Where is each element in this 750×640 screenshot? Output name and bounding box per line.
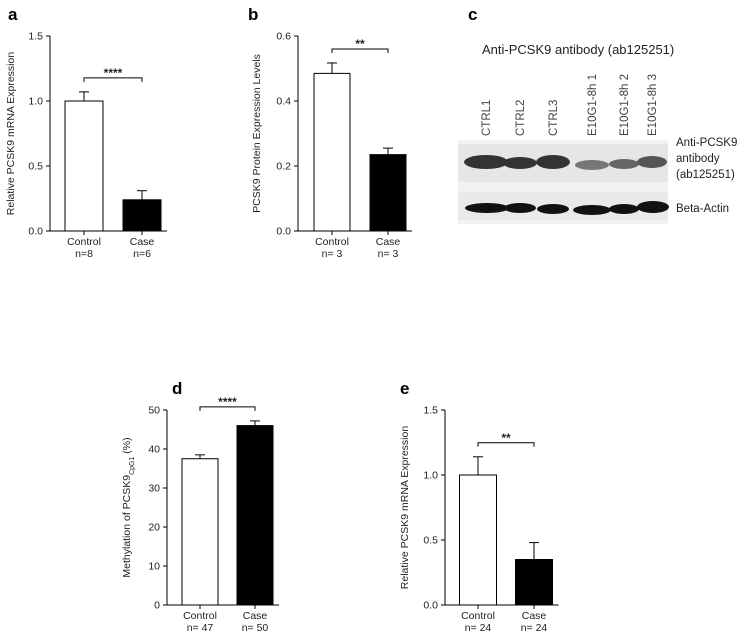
lane-label: E10G1-8h 2	[619, 74, 631, 136]
y-axis-label-sub: CpG1	[129, 457, 136, 475]
sample-size: n= 24	[521, 622, 548, 634]
lane-label: CTRL1	[481, 100, 493, 136]
significance-label: ****	[218, 395, 237, 409]
x-tick-label: Control	[183, 610, 217, 622]
y-tick-label: 0.6	[276, 31, 291, 43]
bands	[464, 155, 669, 215]
band	[536, 155, 570, 169]
y-tick-label: 0.0	[276, 226, 291, 238]
significance-bracket	[199, 406, 256, 411]
lane-label: E10G1-8h 1	[587, 74, 599, 136]
y-axis-label: Methylation of PCSK9CpG1 (%)	[121, 437, 136, 577]
y-tick-label: 0.5	[423, 535, 438, 547]
control-label: Beta-Actin	[676, 203, 729, 215]
x-tick-label: Control	[461, 610, 495, 622]
y-tick-label: 10	[148, 561, 160, 573]
sample-size: n= 24	[465, 622, 492, 634]
significance-label: **	[501, 431, 511, 445]
band	[504, 203, 536, 213]
band	[573, 205, 611, 215]
band	[537, 204, 569, 214]
x-tick-label: Case	[130, 236, 155, 248]
y-tick-label: 0.0	[423, 600, 438, 612]
y-axis-label-text: Relative PCSK9 mRNA Expression	[399, 426, 411, 590]
y-axis-label: Relative PCSK9 mRNA Expression	[399, 426, 411, 590]
blot-title: Anti-PCSK9 antibody (ab125251)	[482, 42, 674, 57]
panel-letter: d	[172, 379, 182, 398]
bar	[515, 559, 553, 606]
blot: c Anti-PCSK9 antibody (ab125251) Anti-PC…	[458, 5, 737, 224]
sample-size: n= 50	[242, 622, 269, 634]
y-tick-label: 1.0	[28, 96, 43, 108]
y-tick-label: 40	[148, 444, 160, 456]
bar	[236, 425, 274, 606]
sample-size: n= 3	[322, 248, 343, 260]
x-tick-label: Case	[376, 236, 401, 248]
bar	[64, 100, 104, 232]
x-tick-label: Case	[522, 610, 547, 622]
band-label: antibody	[676, 153, 720, 165]
y-tick-label: 1.0	[423, 470, 438, 482]
bar	[313, 72, 351, 232]
y-axis-label-text: Relative PCSK9 mRNA Expression	[5, 52, 17, 216]
sample-size: n=8	[75, 248, 93, 260]
sample-size: n= 47	[187, 622, 214, 634]
significance-bracket	[83, 77, 143, 82]
y-tick-label: 30	[148, 483, 160, 495]
significance-bracket	[331, 48, 389, 53]
y-axis-label: Relative PCSK9 mRNA Expression	[5, 52, 17, 216]
x-tick-label: Case	[243, 610, 268, 622]
y-tick-label: 50	[148, 405, 160, 417]
band	[575, 160, 609, 170]
band	[503, 157, 537, 169]
x-tick-label: Control	[315, 236, 349, 248]
significance-bracket	[477, 442, 535, 447]
significance-label: ****	[104, 66, 123, 80]
lane-label: CTRL3	[548, 100, 560, 136]
y-axis-label-text: Methylation of PCSK9	[121, 475, 133, 578]
band	[609, 159, 639, 169]
chart-panel: d Methylation of PCSK9CpG1 (%) 0 10 20 30 40 50…	[121, 379, 279, 634]
y-tick-label: 0.5	[28, 161, 43, 173]
significance-label: **	[355, 37, 365, 51]
bar	[369, 154, 407, 232]
chart-panel: b PCSK9 Protein Expression Levels 0.0 0.2 0.…	[248, 5, 412, 260]
y-tick-label: 0	[154, 600, 160, 612]
panel-letter: c	[468, 5, 477, 24]
panel-letter: e	[400, 379, 409, 398]
band	[609, 204, 639, 214]
y-axis-label-suffix: (%)	[121, 437, 133, 456]
band-label: (ab125251)	[676, 169, 735, 181]
chart-panel: a Relative PCSK9 mRNA Expression 0.0 0.5 1.0…	[5, 5, 167, 260]
y-tick-label: 0.0	[28, 226, 43, 238]
band	[465, 203, 509, 213]
bar	[181, 458, 219, 606]
bar	[459, 474, 497, 606]
y-tick-label: 1.5	[423, 405, 438, 417]
band	[464, 155, 508, 169]
chart-panel: e Relative PCSK9 mRNA Expression 0.0 0.5 1.0…	[399, 379, 559, 634]
x-tick-label: Control	[67, 236, 101, 248]
panel-letter: a	[8, 5, 18, 24]
lane-label: CTRL2	[515, 100, 527, 136]
y-tick-label: 1.5	[28, 31, 43, 43]
y-axis-label-text: PCSK9 Protein Expression Levels	[251, 54, 263, 213]
band-label: Anti-PCSK9	[676, 137, 737, 149]
y-tick-label: 0.2	[276, 161, 291, 173]
y-tick-label: 0.4	[276, 96, 291, 108]
y-tick-label: 20	[148, 522, 160, 534]
band	[637, 156, 667, 168]
lane-label: E10G1-8h 3	[647, 74, 659, 136]
sample-size: n= 3	[378, 248, 399, 260]
y-axis-label: PCSK9 Protein Expression Levels	[251, 54, 263, 213]
sample-size: n=6	[133, 248, 151, 260]
band	[637, 201, 669, 213]
bar	[122, 199, 162, 232]
panel-letter: b	[248, 5, 258, 24]
